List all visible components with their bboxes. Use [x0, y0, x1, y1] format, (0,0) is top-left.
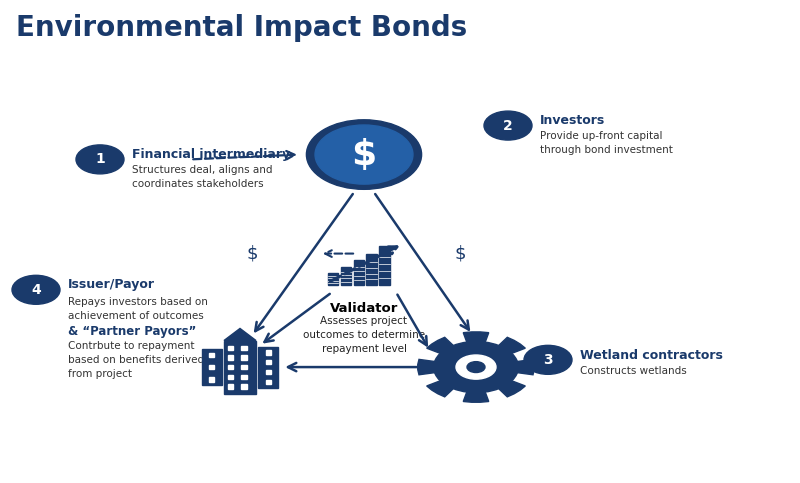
Polygon shape: [498, 381, 526, 397]
Polygon shape: [498, 337, 526, 354]
Bar: [227, 365, 234, 369]
Circle shape: [306, 120, 422, 189]
Bar: [328, 273, 338, 285]
Bar: [379, 246, 390, 285]
Circle shape: [524, 345, 572, 374]
Bar: [227, 384, 234, 388]
Text: Validator: Validator: [330, 302, 398, 315]
Bar: [202, 349, 222, 385]
Text: Provide up-front capital
through bond investment: Provide up-front capital through bond in…: [540, 131, 673, 156]
Polygon shape: [224, 328, 256, 341]
Bar: [224, 341, 256, 394]
Circle shape: [315, 125, 413, 184]
Text: Assesses project
outcomes to determine
repayment level: Assesses project outcomes to determine r…: [303, 316, 425, 355]
Text: Constructs wetlands: Constructs wetlands: [580, 366, 686, 376]
Text: Investors: Investors: [540, 114, 606, 127]
Text: Repays investors based on
achievement of outcomes: Repays investors based on achievement of…: [68, 297, 208, 321]
Text: Issuer/Payor: Issuer/Payor: [68, 279, 155, 291]
Polygon shape: [463, 392, 489, 402]
Bar: [227, 346, 234, 350]
Circle shape: [76, 145, 124, 174]
Bar: [227, 375, 234, 379]
Bar: [242, 365, 246, 369]
Polygon shape: [426, 337, 454, 354]
Text: $: $: [351, 138, 377, 171]
Circle shape: [12, 275, 60, 304]
Bar: [266, 350, 271, 355]
Bar: [242, 346, 246, 350]
Text: 4: 4: [31, 283, 41, 297]
Bar: [242, 355, 246, 359]
Polygon shape: [418, 359, 434, 375]
Text: 1: 1: [95, 153, 105, 166]
Text: Financial intermediary: Financial intermediary: [132, 148, 290, 161]
Circle shape: [456, 355, 496, 379]
Circle shape: [467, 362, 485, 372]
Bar: [266, 370, 271, 374]
Text: Wetland contractors: Wetland contractors: [580, 349, 723, 361]
Text: Contrbute to repayment
based on benefits derived
from project: Contrbute to repayment based on benefits…: [68, 341, 204, 379]
Bar: [209, 353, 214, 357]
Text: Environmental Impact Bonds: Environmental Impact Bonds: [16, 14, 467, 43]
Text: & “Partner Payors”: & “Partner Payors”: [68, 325, 196, 338]
Polygon shape: [463, 332, 489, 342]
Bar: [341, 267, 351, 285]
Bar: [242, 384, 246, 388]
Bar: [242, 375, 246, 379]
Polygon shape: [518, 359, 534, 375]
Bar: [209, 365, 214, 369]
Bar: [227, 355, 234, 359]
Circle shape: [484, 111, 532, 140]
Text: $: $: [454, 244, 466, 263]
Polygon shape: [426, 381, 454, 397]
Bar: [258, 347, 278, 387]
Bar: [354, 260, 364, 285]
Bar: [209, 377, 214, 382]
Bar: [366, 254, 377, 285]
Bar: [266, 380, 271, 384]
Text: 2: 2: [503, 119, 513, 132]
Circle shape: [434, 341, 518, 393]
Text: $: $: [246, 244, 258, 263]
Bar: [266, 360, 271, 364]
Text: 3: 3: [543, 353, 553, 367]
Text: Structures deal, aligns and
coordinates stakeholders: Structures deal, aligns and coordinates …: [132, 165, 273, 189]
